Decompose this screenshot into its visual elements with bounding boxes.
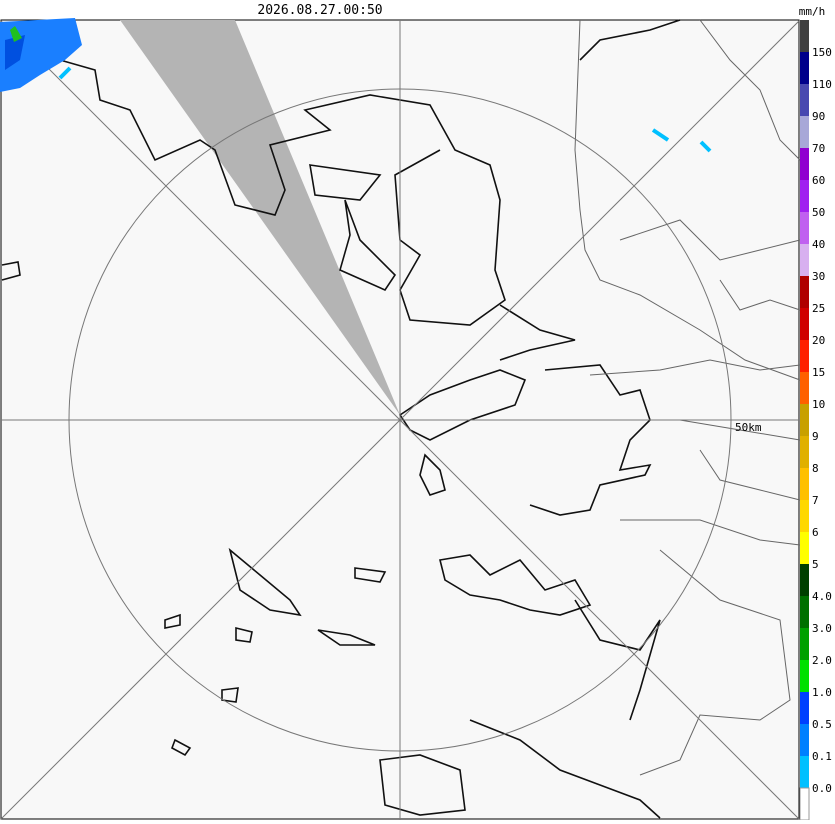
legend-swatch <box>800 404 809 436</box>
legend-swatch <box>800 436 809 468</box>
legend-swatch <box>800 244 809 276</box>
legend-label: 4.0 <box>812 590 832 603</box>
legend-swatch <box>800 756 809 788</box>
legend-swatch <box>800 500 809 532</box>
legend-swatch <box>800 84 809 116</box>
legend-label: 2.0 <box>812 654 832 667</box>
legend-label: 110 <box>812 78 832 91</box>
legend-label: 7 <box>812 494 819 507</box>
echo <box>58 66 72 80</box>
legend-swatch <box>800 148 809 180</box>
diagonal <box>0 20 800 820</box>
legend-label: 25 <box>812 302 825 315</box>
legend-swatch <box>800 596 809 628</box>
legend-swatch <box>800 660 809 692</box>
echo <box>10 26 22 42</box>
legend-swatch <box>800 372 809 404</box>
range-label: 50km <box>735 421 762 434</box>
legend-label: 10 <box>812 398 825 411</box>
color-legend: 150 110 90 70 60 50 40 30 25 20 15 10 9 8 7 6 5 4.0 3.0 2.0… <box>799 20 832 821</box>
legend-label: 20 <box>812 334 825 347</box>
blocked-sector <box>120 20 400 415</box>
legend-label: 40 <box>812 238 825 251</box>
legend-swatch <box>800 20 809 52</box>
legend-swatch <box>800 692 809 724</box>
echo <box>5 35 25 70</box>
timestamp: 2026.08.27.00:50 <box>257 3 382 18</box>
legend-label: 0.5 <box>812 718 832 731</box>
legend-swatch <box>800 180 809 212</box>
legend-swatch <box>799 787 810 821</box>
legend-label: 15 <box>812 366 825 379</box>
legend-label: 0.0 <box>812 782 832 795</box>
legend-swatch <box>800 52 809 84</box>
legend-label: 5 <box>812 558 819 571</box>
legend-label: 6 <box>812 526 819 539</box>
legend-label: 30 <box>812 270 825 283</box>
legend-label: 50 <box>812 206 825 219</box>
legend-swatch <box>800 724 809 756</box>
unit-label: mm/h <box>799 5 826 18</box>
legend-swatch <box>800 116 809 148</box>
echo <box>699 140 712 153</box>
legend-swatch <box>800 468 809 500</box>
legend-label: 60 <box>812 174 825 187</box>
legend-label: 1.0 <box>812 686 832 699</box>
legend-label: 70 <box>812 142 825 155</box>
legend-swatch <box>800 532 809 564</box>
legend-label: 3.0 <box>812 622 832 635</box>
map: 50km <box>0 18 801 820</box>
legend-swatch <box>800 564 809 596</box>
legend-swatch <box>800 276 809 308</box>
legend-label: 90 <box>812 110 825 123</box>
echoes <box>0 18 712 153</box>
coastlines <box>1 19 681 819</box>
legend-swatch <box>800 628 809 660</box>
legend-swatch <box>800 308 809 340</box>
legend-label: 8 <box>812 462 819 475</box>
echo <box>651 128 670 142</box>
legend-label: 150 <box>812 46 832 59</box>
legend-label: 0.1 <box>812 750 832 763</box>
legend-swatch <box>800 340 809 372</box>
legend-swatch <box>800 212 809 244</box>
legend-label: 9 <box>812 430 819 443</box>
admin-borders <box>574 19 801 776</box>
